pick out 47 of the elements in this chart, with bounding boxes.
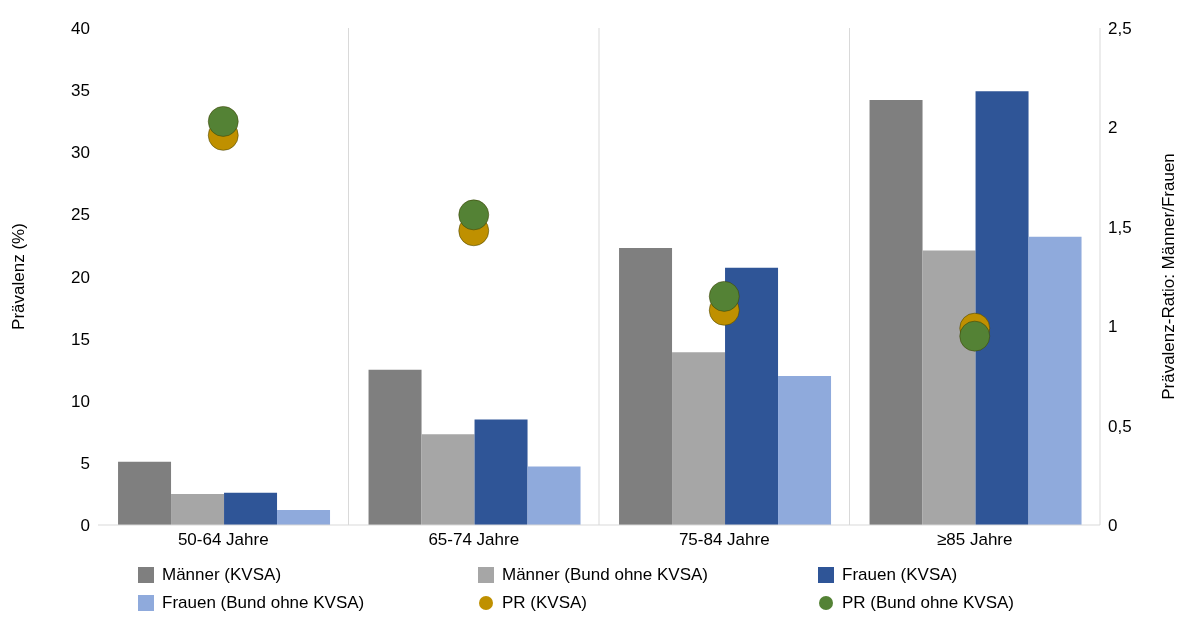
y-tick-label: 25 xyxy=(71,205,90,225)
bar xyxy=(725,267,779,525)
legend-label: Frauen (KVSA) xyxy=(842,565,958,585)
x-tick-label: 65-74 Jahre xyxy=(428,530,520,550)
bar xyxy=(975,91,1029,525)
y2-tick-label: 0 xyxy=(1108,516,1118,536)
y-axis-title: Prävalenz (%) xyxy=(9,223,29,330)
legend-label: PR (KVSA) xyxy=(502,593,588,613)
bar xyxy=(277,510,331,525)
point xyxy=(708,280,740,312)
bar xyxy=(171,493,225,525)
y2-tick-label: 1,5 xyxy=(1108,217,1132,237)
y2-tick-label: 1 xyxy=(1108,317,1118,337)
y-tick-label: 5 xyxy=(80,453,90,473)
bar xyxy=(421,434,475,525)
bar xyxy=(224,492,278,525)
bar xyxy=(619,247,673,525)
bar xyxy=(527,466,581,525)
bar xyxy=(1028,236,1082,525)
y-tick-label: 0 xyxy=(80,516,90,536)
y-tick-label: 10 xyxy=(71,391,90,411)
y2-tick-label: 0,5 xyxy=(1108,416,1132,436)
y-tick-label: 15 xyxy=(71,329,90,349)
bar xyxy=(474,419,528,525)
y-tick-label: 20 xyxy=(71,267,90,287)
legend-label: PR (Bund ohne KVSA) xyxy=(842,593,1014,613)
bar xyxy=(118,461,172,525)
y2-tick-label: 2 xyxy=(1108,118,1118,138)
legend-label: Frauen (Bund ohne KVSA) xyxy=(162,593,365,613)
legend-label: Männer (KVSA) xyxy=(162,565,282,585)
point xyxy=(959,320,991,352)
bar xyxy=(922,250,976,525)
y-tick-label: 35 xyxy=(71,81,90,101)
bar xyxy=(368,369,422,525)
bar xyxy=(672,352,726,525)
x-tick-label: 50-64 Jahre xyxy=(177,530,269,550)
legend-label: Männer (Bund ohne KVSA) xyxy=(502,565,709,585)
bar xyxy=(778,375,832,525)
y2-tick-label: 2,5 xyxy=(1108,19,1132,39)
y2-axis-title: Prävalenz-Ratio: Männer/Frauen xyxy=(1159,153,1179,400)
point xyxy=(458,199,490,231)
point xyxy=(207,105,239,137)
bar xyxy=(869,100,923,525)
x-tick-label: ≥85 Jahre xyxy=(937,530,1013,550)
y-tick-label: 30 xyxy=(71,143,90,163)
y-tick-label: 40 xyxy=(71,19,90,39)
x-tick-label: 75-84 Jahre xyxy=(678,530,770,550)
